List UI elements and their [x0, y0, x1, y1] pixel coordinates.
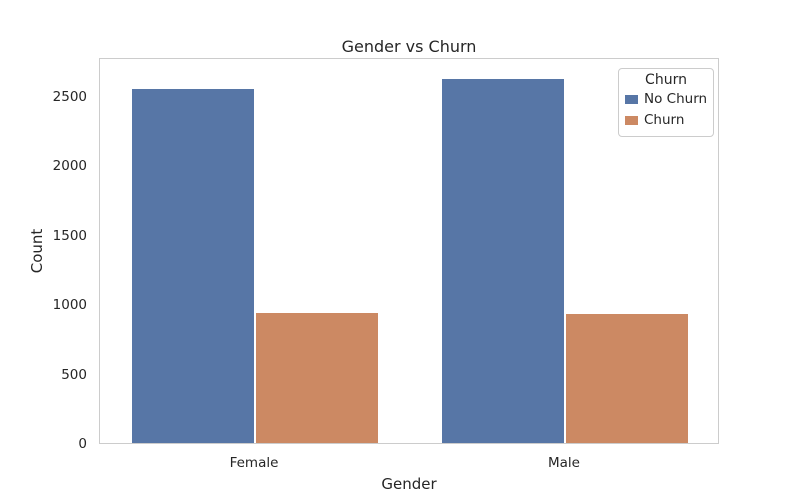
- y-tick-label-0: 0: [78, 436, 87, 452]
- plot-area: [99, 58, 719, 444]
- legend-swatch-no-churn: [625, 95, 638, 104]
- legend-item-churn: Churn: [623, 110, 709, 131]
- chart-title: Gender vs Churn: [341, 37, 477, 56]
- x-axis-label: Gender: [381, 475, 437, 493]
- x-tick-label-female: Female: [229, 455, 279, 471]
- bar-female-no-churn: [132, 89, 254, 443]
- legend-item-no-churn: No Churn: [623, 89, 709, 110]
- y-tick-label-500: 500: [61, 366, 87, 383]
- y-tick-label-1500: 1500: [52, 227, 87, 244]
- y-tick-label-2500: 2500: [52, 88, 87, 105]
- legend-swatch-churn: [625, 116, 638, 125]
- x-tick-label-male: Male: [548, 455, 580, 471]
- y-tick-label-1000: 1000: [52, 297, 87, 314]
- legend: Churn No Churn Churn: [618, 68, 714, 137]
- legend-item-label: Churn: [644, 112, 685, 128]
- legend-title: Churn: [645, 72, 687, 88]
- legend-items: No Churn Churn: [623, 89, 709, 131]
- legend-item-label: No Churn: [644, 91, 708, 107]
- bar-male-no-churn: [442, 78, 564, 443]
- bar-male-churn: [566, 313, 688, 443]
- y-tick-label-2000: 2000: [52, 158, 87, 175]
- bar-female-churn: [256, 312, 378, 443]
- y-axis-label: Count: [28, 228, 46, 274]
